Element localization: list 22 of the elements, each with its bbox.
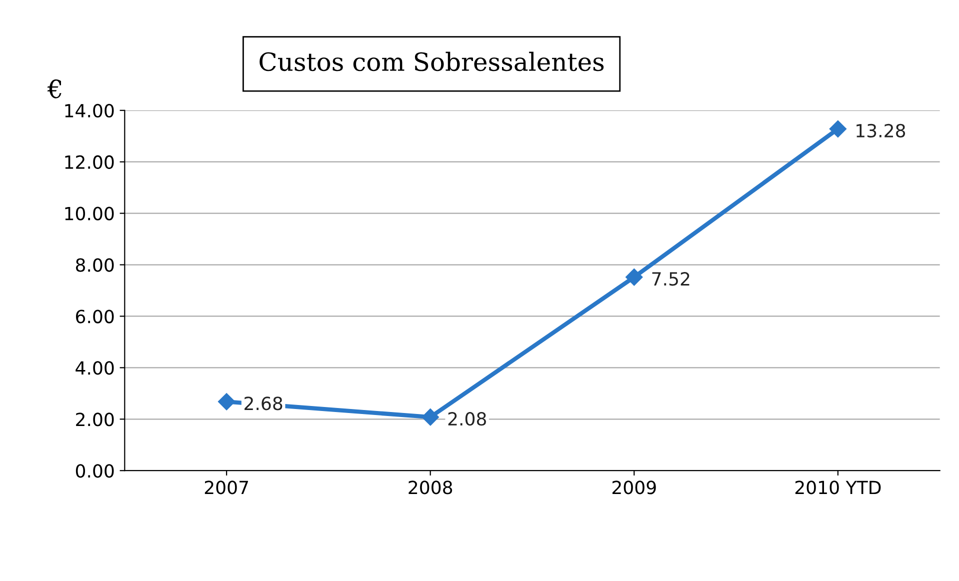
y-tick-label: 14.00 (65, 104, 114, 118)
point (218, 393, 236, 410)
x-tick-label: 2009 (612, 480, 656, 494)
y-tick-label: 12.00 (65, 155, 114, 169)
x-tick-label: 2010 YTD (795, 480, 881, 494)
y-tick-label: 4.00 (76, 361, 114, 375)
y-tick-label: 0.00 (76, 464, 114, 478)
data-label: 2.68 (244, 396, 282, 410)
y-tick-label: 2.00 (76, 412, 114, 426)
point (422, 408, 439, 426)
x-tick-label: 2007 (204, 480, 248, 494)
chart-title: Custos com Sobressalentes (260, 52, 604, 72)
x-tick-label: 2008 (408, 480, 452, 494)
data-label: 13.28 (856, 124, 906, 138)
point (829, 120, 846, 138)
y-tick-label: 10.00 (65, 206, 114, 220)
y-axis-title: € (47, 79, 62, 98)
data-label: 7.52 (652, 272, 690, 286)
y-tick-label: 8.00 (76, 258, 114, 272)
data-label: 2.08 (448, 412, 486, 426)
point (626, 268, 643, 286)
y-tick-label: 6.00 (76, 310, 114, 324)
